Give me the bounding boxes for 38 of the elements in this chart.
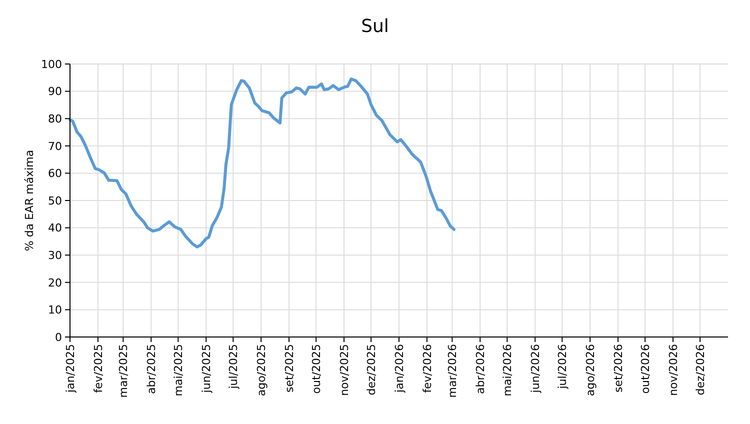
y-tick-label: 40 (48, 222, 62, 235)
x-tick-label: jun/2026 (528, 344, 542, 394)
y-tick-label: 20 (48, 276, 62, 290)
x-tick-label: ago/2026 (584, 344, 597, 396)
x-tick-label: jul/2025 (227, 344, 240, 390)
x-tick-label: jul/2026 (556, 344, 569, 390)
x-tick-label: fev/2026 (420, 344, 434, 393)
x-tick-label: nov/2026 (666, 344, 680, 396)
x-tick-label: mai/2026 (501, 344, 514, 396)
y-tick-label: 0 (55, 330, 62, 344)
x-tick-label: fev/2025 (92, 344, 105, 393)
y-tick-label: 50 (48, 194, 62, 208)
x-tick-label: jan/2025 (64, 344, 77, 394)
x-tick-label: set/2026 (612, 344, 625, 393)
x-tick-label: jun/2025 (200, 344, 213, 394)
y-tick-label: 10 (48, 304, 62, 317)
x-tick-label: dez/2026 (694, 344, 707, 396)
x-tick-label: abr/2026 (474, 344, 487, 394)
x-tick-label: set/2025 (282, 344, 296, 393)
y-tick-label: 70 (48, 140, 62, 153)
y-axis-title: % da EAR máxima (23, 150, 36, 252)
x-tick-label: mar/2026 (446, 344, 460, 398)
x-tick-label: mai/2025 (172, 344, 186, 396)
y-tick-label: 80 (48, 112, 62, 126)
x-tick-label: abr/2025 (144, 344, 158, 394)
x-tick-label: out/2025 (310, 344, 323, 394)
y-tick-label: 90 (48, 85, 62, 98)
chart-title: Sul (361, 16, 389, 37)
x-tick-label: mar/2025 (117, 344, 130, 398)
y-tick-label: 60 (48, 167, 62, 180)
x-tick-label: dez/2025 (364, 344, 378, 396)
line-series (68, 78, 456, 248)
x-tick-label: ago/2025 (254, 344, 268, 396)
y-tick-label: 100 (41, 58, 62, 71)
x-tick-label: out/2026 (638, 344, 652, 394)
x-tick-label: jan/2026 (392, 344, 406, 394)
y-tick-label: 30 (48, 248, 62, 262)
x-tick-label: nov/2025 (338, 344, 351, 396)
